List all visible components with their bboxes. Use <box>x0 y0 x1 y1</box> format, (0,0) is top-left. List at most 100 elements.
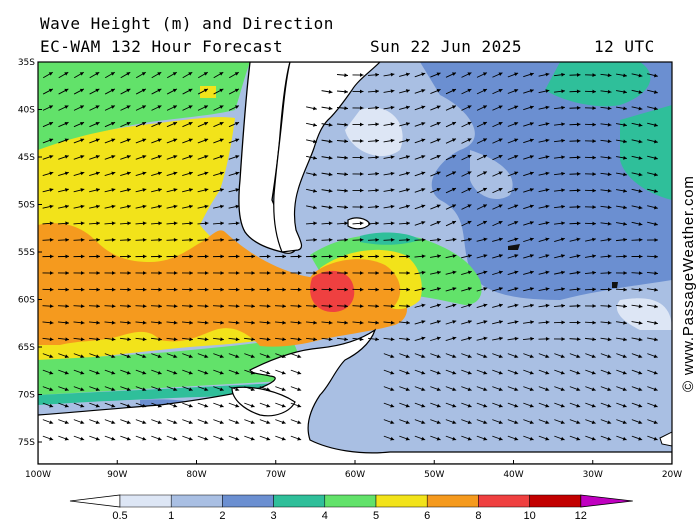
arrow-head <box>344 172 348 177</box>
arrow-head <box>49 237 54 242</box>
arrow-head <box>390 287 395 292</box>
field-light-east <box>470 150 513 200</box>
arrow-head <box>328 221 333 226</box>
arrow-head <box>359 254 364 259</box>
arrow-head <box>545 337 550 341</box>
arrow-head <box>157 387 162 391</box>
arrow-head <box>561 155 565 160</box>
arrow-head <box>467 138 472 142</box>
arrow-head <box>251 337 255 342</box>
arrow-head <box>235 188 240 192</box>
arrow-head <box>313 337 317 342</box>
arrow-head <box>127 287 131 292</box>
arrow-head <box>313 189 317 193</box>
arrow-head <box>173 155 178 159</box>
arrow-head <box>499 336 503 341</box>
arrow-head <box>95 171 100 176</box>
arrow-head <box>375 138 379 143</box>
arrow-head <box>576 303 581 308</box>
arrow-head <box>49 436 54 441</box>
arrow-head <box>560 420 565 424</box>
arrow-head <box>158 254 162 259</box>
arrow-head <box>157 121 162 126</box>
colorbar-label: 6 <box>424 510 430 522</box>
arrow-head <box>623 304 627 309</box>
arrow-head <box>141 105 146 109</box>
arrow-head <box>281 387 286 391</box>
arrow-head <box>173 370 178 375</box>
arrow-head <box>359 122 364 127</box>
arrow-head <box>126 188 131 192</box>
arrow-head <box>638 189 643 193</box>
arrow-head <box>452 303 457 308</box>
arrow-head <box>390 387 395 391</box>
arrow-head <box>111 403 116 408</box>
arrow-head <box>157 171 162 176</box>
arrow-head <box>607 320 612 325</box>
arrow-head <box>467 204 472 208</box>
arrow-head <box>266 436 271 441</box>
arrow-head <box>297 254 302 259</box>
field-pale-1 <box>345 107 403 157</box>
arrow-head <box>452 138 456 142</box>
arrow-head <box>467 303 472 308</box>
arrow-head <box>545 287 550 291</box>
arrow-head <box>421 72 426 77</box>
arrow-head <box>607 254 612 259</box>
arrow-head <box>111 171 116 176</box>
arrow-head <box>235 436 240 441</box>
arrow-head <box>49 155 54 159</box>
arrow-head <box>452 370 457 375</box>
arrow-head <box>344 271 348 275</box>
arrow-head <box>313 320 317 325</box>
arrow-head <box>49 188 54 192</box>
field-teal-east <box>620 105 672 200</box>
arrow-head <box>514 220 519 225</box>
arrow-head <box>623 139 627 144</box>
arrow-head <box>561 320 565 325</box>
arrow-head <box>111 287 116 292</box>
arrow-head <box>405 105 410 110</box>
arrow-head <box>405 436 410 441</box>
arrow-head <box>80 138 85 143</box>
arrow-head <box>545 138 550 143</box>
arrow-head <box>328 205 333 210</box>
arrow-head <box>95 387 100 391</box>
arrow-head <box>297 436 302 441</box>
arrow-head <box>607 354 612 358</box>
arrow-head <box>530 303 534 308</box>
arrow-head <box>328 172 333 177</box>
arrow-head <box>514 72 519 77</box>
arrow-head <box>390 138 395 143</box>
arrow-head <box>64 138 69 143</box>
arrow-head <box>80 304 85 309</box>
arrow-head <box>80 221 85 226</box>
arrow-head <box>390 122 395 127</box>
arrow-head <box>375 122 379 127</box>
arrow-head <box>95 420 100 424</box>
arrow-head <box>126 88 131 93</box>
arrow-head <box>235 304 240 309</box>
arrow-head <box>623 172 627 177</box>
field-pale-3 <box>616 298 672 330</box>
arrow-head <box>452 403 457 408</box>
arrow-head <box>498 436 503 441</box>
arrow-head <box>64 188 69 192</box>
arrow-head <box>529 138 534 143</box>
arrow-head <box>405 122 410 126</box>
arrow-head <box>375 320 379 325</box>
arrow-head <box>204 171 209 176</box>
arrow-head <box>313 304 317 309</box>
arrow-head <box>545 303 550 308</box>
arrow-head <box>282 287 286 292</box>
arrow-head <box>219 171 224 176</box>
arrow-head <box>576 337 581 342</box>
arrow-head <box>126 72 131 76</box>
arrow-head <box>498 303 503 308</box>
arrow-head <box>142 304 147 309</box>
arrow-head <box>111 188 116 192</box>
arrow-head <box>591 403 596 408</box>
arrow-head <box>142 271 147 275</box>
arrow-head <box>235 204 240 209</box>
arrow-head <box>560 436 565 441</box>
